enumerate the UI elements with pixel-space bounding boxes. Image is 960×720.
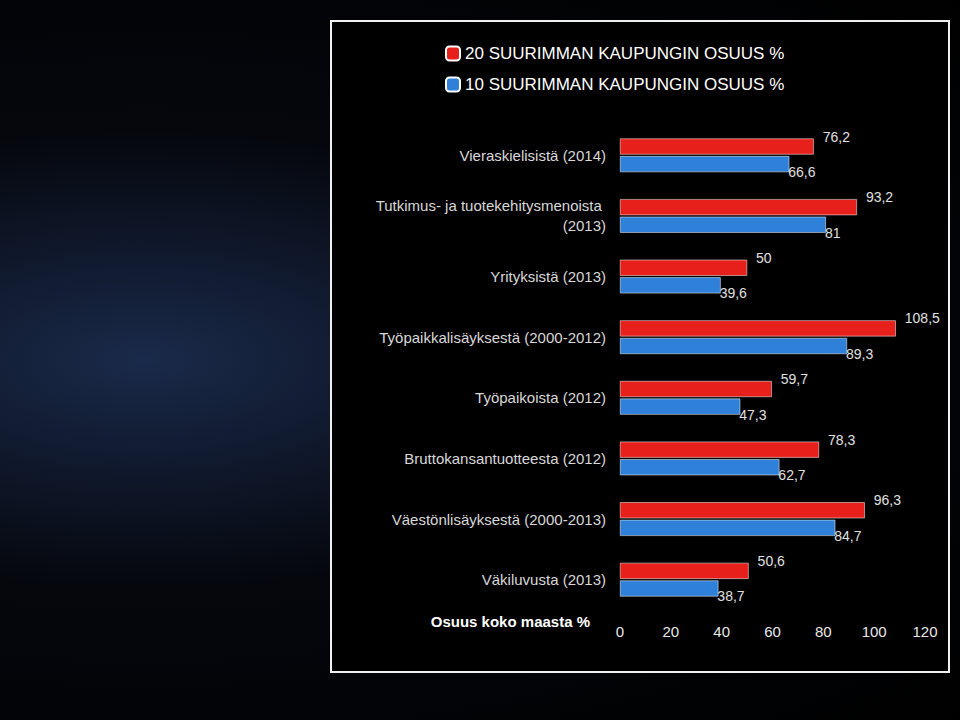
svg-text:93,2: 93,2	[866, 189, 893, 205]
svg-text:Bruttokansantuotteesta (2012): Bruttokansantuotteesta (2012)	[404, 450, 606, 467]
svg-text:Tutkimus- ja tuotekehitysmenoi: Tutkimus- ja tuotekehitysmenoista	[376, 197, 606, 214]
svg-text:10 SUURIMMAN KAUPUNGIN OSUUS %: 10 SUURIMMAN KAUPUNGIN OSUUS %	[465, 75, 784, 94]
svg-text:81: 81	[825, 225, 841, 241]
svg-text:38,7: 38,7	[717, 588, 744, 604]
svg-text:Väkiluvusta (2013): Väkiluvusta (2013)	[482, 571, 606, 588]
svg-text:Työpaikoista (2012): Työpaikoista (2012)	[475, 389, 606, 406]
svg-text:50,6: 50,6	[758, 553, 785, 569]
svg-text:47,3: 47,3	[739, 407, 766, 423]
svg-text:Yrityksistä (2013): Yrityksistä (2013)	[490, 268, 606, 285]
svg-text:Työpaikkalisäyksestä (2000-201: Työpaikkalisäyksestä (2000-2012)	[379, 329, 606, 346]
svg-text:20 SUURIMMAN KAUPUNGIN OSUUS %: 20 SUURIMMAN KAUPUNGIN OSUUS %	[465, 44, 784, 63]
svg-text:89,3: 89,3	[846, 346, 873, 362]
svg-text:Osuus koko maasta %: Osuus koko maasta %	[431, 613, 590, 630]
svg-text:60: 60	[764, 623, 781, 640]
svg-text:100: 100	[862, 623, 887, 640]
svg-text:(2013): (2013)	[563, 217, 606, 234]
svg-text:20: 20	[662, 623, 679, 640]
svg-text:62,7: 62,7	[778, 467, 805, 483]
svg-text:66,6: 66,6	[788, 164, 815, 180]
svg-text:108,5: 108,5	[905, 310, 940, 326]
svg-text:50: 50	[756, 250, 772, 266]
svg-text:Väestönlisäyksestä (2000-2013): Väestönlisäyksestä (2000-2013)	[392, 511, 606, 528]
svg-text:78,3: 78,3	[828, 432, 855, 448]
svg-text:80: 80	[815, 623, 832, 640]
svg-text:76,2: 76,2	[823, 129, 850, 145]
svg-text:84,7: 84,7	[834, 528, 861, 544]
svg-text:Vieraskielisistä (2014): Vieraskielisistä (2014)	[460, 147, 606, 164]
svg-text:59,7: 59,7	[781, 371, 808, 387]
svg-text:96,3: 96,3	[874, 492, 901, 508]
svg-text:120: 120	[912, 623, 937, 640]
svg-text:39,6: 39,6	[720, 285, 747, 301]
svg-text:0: 0	[616, 623, 624, 640]
svg-text:40: 40	[713, 623, 730, 640]
